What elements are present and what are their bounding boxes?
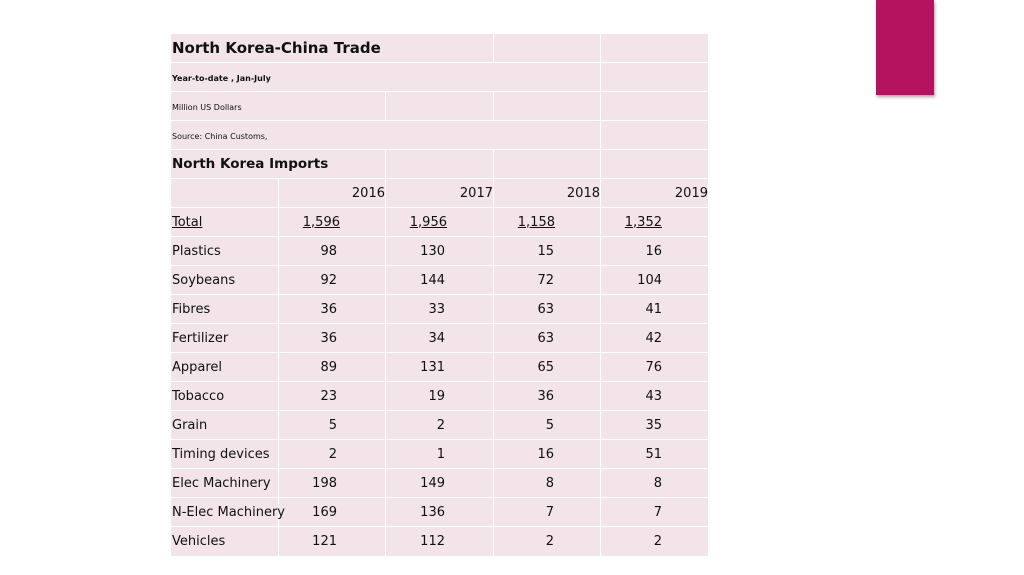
row-label: Soybeans — [172, 272, 236, 288]
row-value: 2 — [436, 417, 445, 433]
row-value: 98 — [320, 243, 337, 259]
row-value: 76 — [645, 359, 662, 375]
total-value: 1,158 — [517, 214, 555, 230]
row-value: 104 — [637, 272, 662, 288]
row-value: 15 — [537, 243, 554, 259]
row-value: 112 — [420, 534, 445, 549]
row-value: 51 — [645, 446, 662, 462]
row-value: 36 — [320, 301, 337, 317]
table-row: Timing devices 2 1 16 51 — [171, 440, 708, 469]
row-label: Apparel — [172, 359, 223, 375]
row-value: 169 — [312, 504, 337, 520]
year-header: 2018 — [566, 185, 600, 201]
row-value: 5 — [328, 417, 337, 433]
row-value: 36 — [320, 330, 337, 346]
table-row: Fertilizer 36 34 63 42 — [171, 324, 708, 353]
section-heading: North Korea Imports — [172, 156, 329, 172]
row-label: Elec Machinery — [172, 475, 271, 491]
row-value: 198 — [312, 475, 337, 491]
table-row: Plastics 98 130 15 16 — [171, 237, 708, 266]
year-header: 2019 — [674, 185, 708, 201]
row-label: Grain — [172, 417, 208, 433]
table-title: North Korea-China Trade — [172, 39, 381, 57]
row-value: 8 — [653, 475, 662, 491]
total-value: 1,956 — [409, 214, 447, 230]
trade-table: North Korea-China Trade Year-to-date , J… — [171, 34, 708, 556]
row-value: 149 — [420, 475, 445, 491]
row-value: 2 — [328, 446, 337, 462]
row-value: 16 — [537, 446, 554, 462]
row-value: 43 — [645, 388, 662, 404]
row-value: 34 — [428, 330, 445, 346]
table-row: Vehicles 121 112 2 2 — [171, 527, 708, 556]
row-value: 121 — [312, 534, 337, 549]
row-label: Tobacco — [172, 388, 225, 404]
accent-tab — [876, 0, 934, 95]
table-row: Soybeans 92 144 72 104 — [171, 266, 708, 295]
row-value: 136 — [420, 504, 445, 520]
row-label: Timing devices — [172, 446, 270, 462]
row-value: 131 — [420, 359, 445, 375]
table-row: Elec Machinery 198 149 8 8 — [171, 469, 708, 498]
row-value: 2 — [545, 534, 554, 549]
year-header: 2017 — [459, 185, 493, 201]
row-value: 63 — [537, 330, 554, 346]
row-value: 42 — [645, 330, 662, 346]
total-label: Total — [172, 214, 203, 230]
row-label: Fibres — [172, 301, 211, 317]
total-value: 1,596 — [302, 214, 340, 230]
total-row: Total 1,596 1,956 1,158 1,352 — [171, 208, 708, 237]
row-value: 33 — [428, 301, 445, 317]
row-value: 2 — [653, 534, 662, 549]
row-label: N-Elec Machinery — [172, 504, 285, 520]
row-value: 8 — [545, 475, 554, 491]
row-value: 1 — [436, 446, 445, 462]
row-value: 65 — [537, 359, 554, 375]
table-row: Fibres 36 33 63 41 — [171, 295, 708, 324]
row-value: 89 — [320, 359, 337, 375]
table-row: Apparel 89 131 65 76 — [171, 353, 708, 382]
row-value: 72 — [537, 272, 554, 288]
row-value: 35 — [645, 417, 662, 433]
row-value: 130 — [420, 243, 445, 259]
row-value: 7 — [545, 504, 554, 520]
row-value: 7 — [653, 504, 662, 520]
year-header-row: 2016 2017 2018 2019 — [171, 179, 708, 208]
table-source: Source: China Customs, — [172, 131, 268, 141]
total-value: 1,352 — [624, 214, 662, 230]
row-value: 5 — [545, 417, 554, 433]
row-value: 16 — [645, 243, 662, 259]
table-subtitle: Year-to-date , Jan-July — [172, 73, 271, 83]
row-value: 63 — [537, 301, 554, 317]
row-value: 36 — [537, 388, 554, 404]
row-label: Vehicles — [172, 534, 226, 549]
source-row: Source: China Customs, — [171, 121, 708, 150]
row-value: 19 — [428, 388, 445, 404]
units-row: Million US Dollars — [171, 92, 708, 121]
row-value: 92 — [320, 272, 337, 288]
row-value: 41 — [645, 301, 662, 317]
subtitle-row: Year-to-date , Jan-July — [171, 63, 708, 92]
row-value: 23 — [320, 388, 337, 404]
table-row: Tobacco 23 19 36 43 — [171, 382, 708, 411]
table-units: Million US Dollars — [172, 102, 242, 112]
row-value: 144 — [420, 272, 445, 288]
table-row: Grain 5 2 5 35 — [171, 411, 708, 440]
section-row: North Korea Imports — [171, 150, 708, 179]
title-row: North Korea-China Trade — [171, 34, 708, 63]
year-header: 2016 — [351, 185, 385, 201]
row-label: Plastics — [172, 243, 221, 259]
table-row: N-Elec Machinery 169 136 7 7 — [171, 498, 708, 527]
row-label: Fertilizer — [172, 330, 229, 346]
